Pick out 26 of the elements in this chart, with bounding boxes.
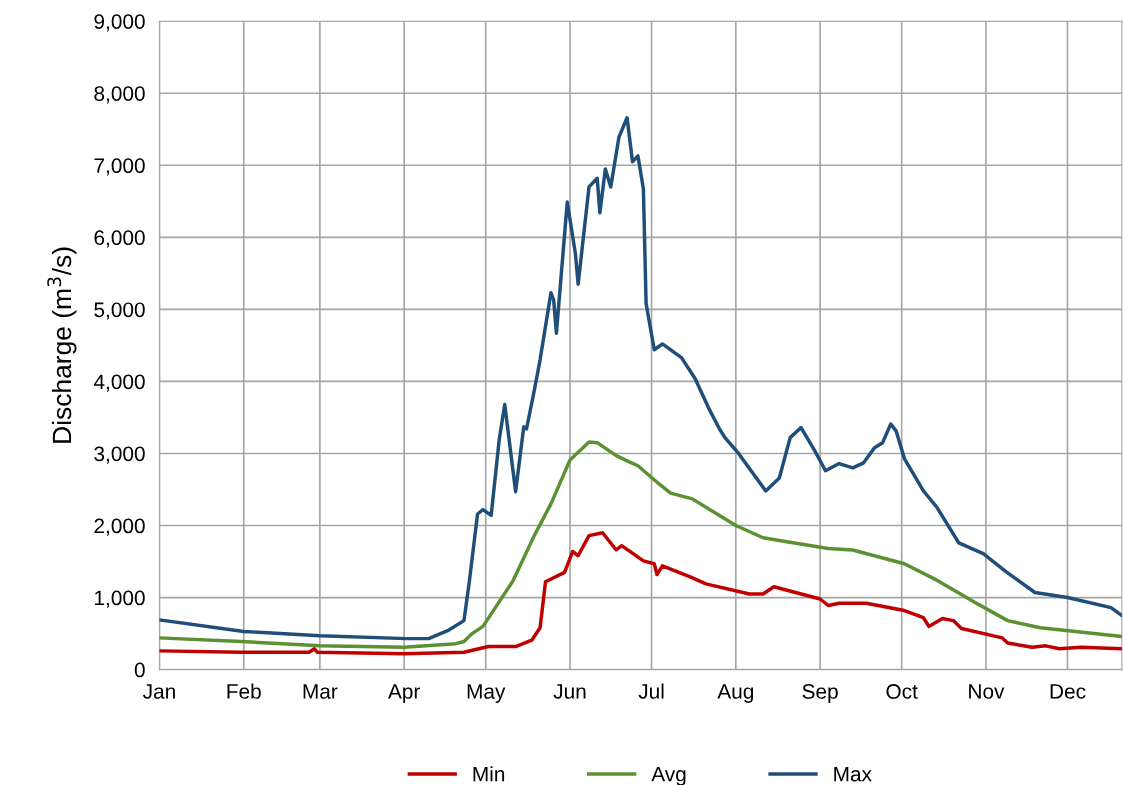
x-tick-label: Dec bbox=[1050, 684, 1086, 699]
y-tick-label: 7,000 bbox=[94, 158, 145, 176]
y-tick-label: 2,000 bbox=[94, 518, 145, 536]
y-tick-label: 3,000 bbox=[94, 446, 145, 464]
y-tick-label: 9,000 bbox=[94, 14, 145, 32]
x-tick-label: Feb bbox=[227, 683, 261, 699]
legend-label: Max bbox=[834, 766, 872, 782]
x-tick-label: Nov bbox=[969, 684, 1005, 699]
y-tick-label: 4,000 bbox=[93, 374, 145, 392]
y-tick-label: 1,000 bbox=[95, 590, 145, 608]
x-tick-label: Mar bbox=[303, 684, 338, 699]
x-tick-label: Aug bbox=[717, 684, 754, 703]
x-tick-label: Apr bbox=[387, 684, 421, 703]
x-tick-label: Sep bbox=[802, 684, 838, 703]
x-tick-label: Oct bbox=[886, 684, 918, 699]
x-tick-label: Jun bbox=[553, 684, 586, 699]
y-tick-label: 6,000 bbox=[94, 230, 145, 248]
y-tick-label: 5,000 bbox=[94, 302, 145, 320]
y-tick-label: 0 bbox=[134, 662, 145, 678]
x-tick-label: Jan bbox=[143, 684, 175, 699]
legend-label: Min bbox=[473, 766, 505, 782]
y-tick-label: 8,000 bbox=[94, 86, 145, 104]
x-tick-label: May bbox=[467, 684, 506, 703]
x-tick-label: Jul bbox=[638, 683, 664, 699]
legend-label: Avg bbox=[651, 766, 686, 785]
y-axis-title: Discharge (m$^{3}$/s) bbox=[47, 247, 77, 443]
